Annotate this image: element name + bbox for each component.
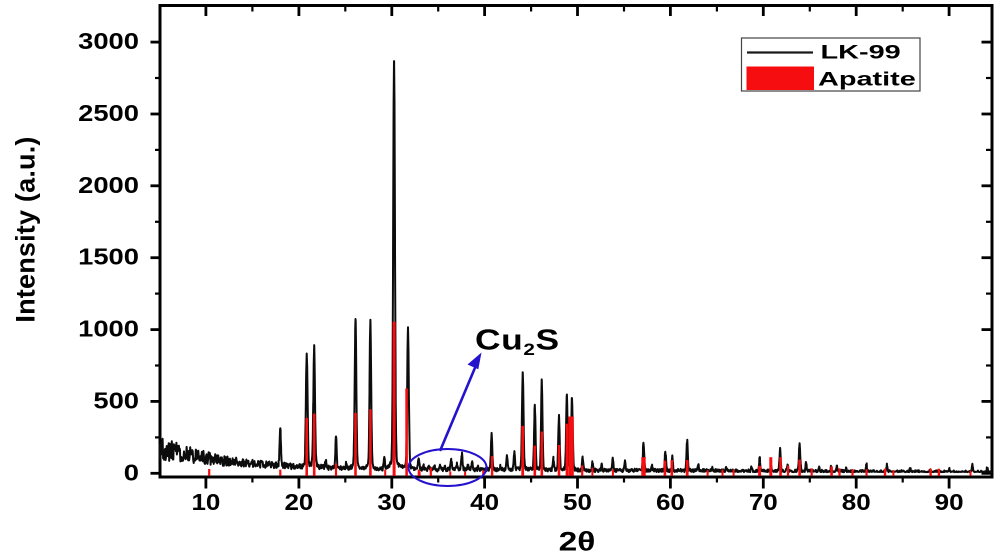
svg-text:Intensity (a.u.): Intensity (a.u.) <box>11 136 41 322</box>
svg-text:10: 10 <box>191 490 220 515</box>
svg-text:2500: 2500 <box>78 101 139 126</box>
svg-text:70: 70 <box>749 490 778 515</box>
svg-text:20: 20 <box>284 490 313 515</box>
svg-text:50: 50 <box>563 490 592 515</box>
svg-text:2000: 2000 <box>78 173 139 198</box>
svg-text:2θ: 2θ <box>559 527 596 557</box>
svg-text:40: 40 <box>470 490 499 515</box>
svg-text:30: 30 <box>377 490 406 515</box>
svg-text:60: 60 <box>656 490 685 515</box>
svg-text:LK-99: LK-99 <box>821 42 901 63</box>
svg-text:Apatite: Apatite <box>818 69 916 90</box>
svg-text:1500: 1500 <box>78 245 139 270</box>
svg-text:80: 80 <box>842 490 871 515</box>
svg-text:1000: 1000 <box>78 317 139 342</box>
svg-text:500: 500 <box>93 388 139 413</box>
svg-text:Cu2S: Cu2S <box>475 324 560 360</box>
svg-text:3000: 3000 <box>78 29 139 54</box>
svg-text:0: 0 <box>124 460 139 485</box>
svg-text:90: 90 <box>935 490 964 515</box>
